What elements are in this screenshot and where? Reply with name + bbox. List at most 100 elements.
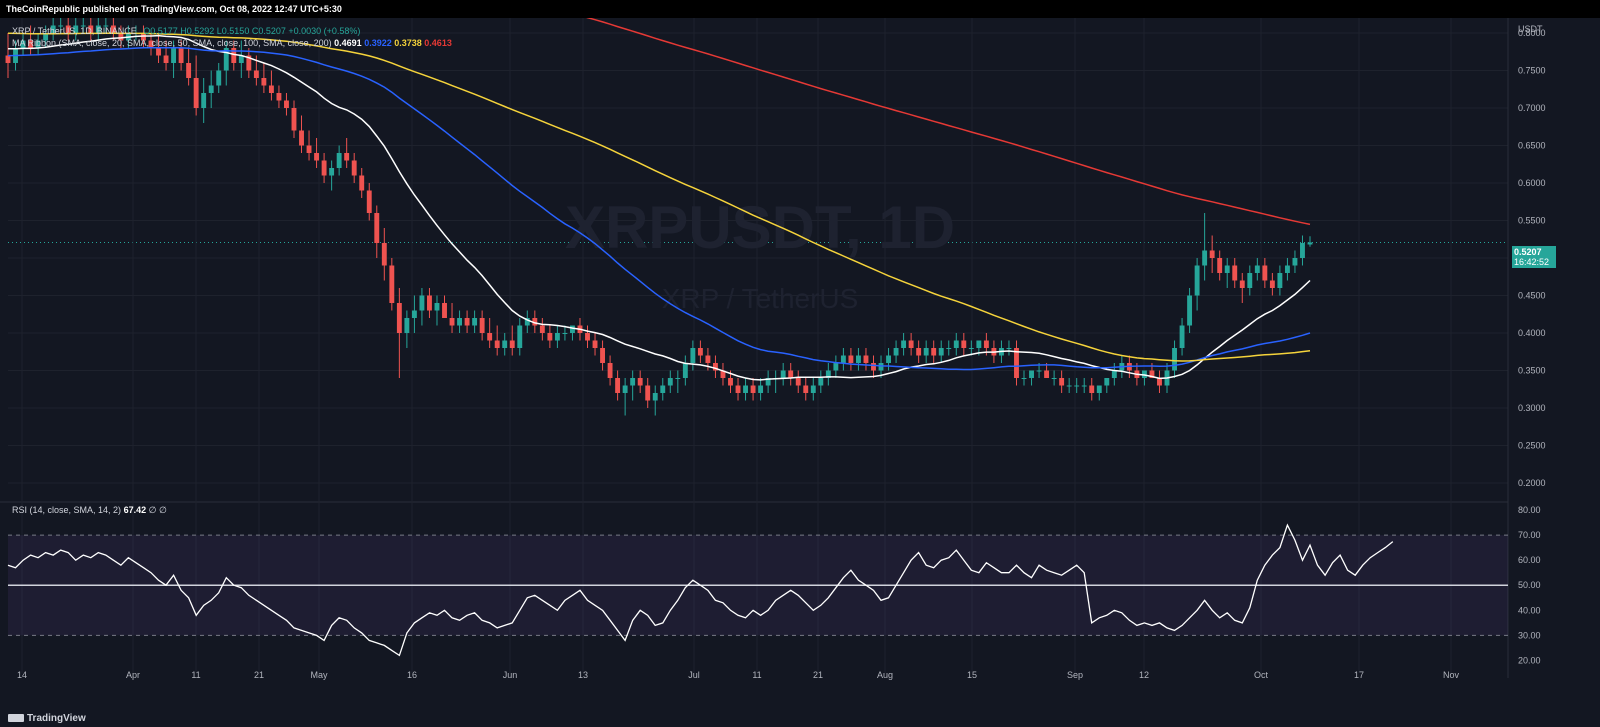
candle-body <box>299 130 304 146</box>
candle-body <box>419 295 425 311</box>
candle-body <box>35 40 41 48</box>
ma20-value: 0.4691 <box>334 38 362 48</box>
candle-body <box>103 25 109 27</box>
time-tick: 11 <box>752 670 761 680</box>
candle-body <box>1292 258 1298 266</box>
candle-body <box>50 25 56 33</box>
candle-body <box>110 25 116 33</box>
candle-body <box>600 348 606 363</box>
candle-body <box>1254 265 1260 273</box>
publisher-bar: TheCoinRepublic published on TradingView… <box>0 0 1600 18</box>
price-tick: 0.5500 <box>1518 216 1546 226</box>
ma100-value: 0.3738 <box>394 38 422 48</box>
rsi-flags: ∅ ∅ <box>148 505 167 515</box>
candle-body <box>1111 370 1117 378</box>
candle-body <box>1300 243 1305 258</box>
candle-body <box>931 348 937 356</box>
candle-body <box>193 78 199 108</box>
candle-body <box>524 318 530 326</box>
time-axis[interactable]: 14 Apr 11 21 May 16 Jun 13 Jul 11 21 Aug 15 Sep 12 Oct 1… <box>17 670 1460 680</box>
time-tick: 21 <box>254 670 264 680</box>
candle-body <box>961 340 967 348</box>
candle-body <box>502 340 508 348</box>
last-price-box: 0.5207 16:42:52 <box>1512 246 1556 268</box>
time-tick: Jun <box>503 670 518 680</box>
time-tick: 17 <box>1354 670 1364 680</box>
price-tick: 0.2500 <box>1518 441 1546 451</box>
time-tick: 11 <box>191 670 200 680</box>
candle-body <box>479 318 485 333</box>
candle-body <box>953 340 959 348</box>
candle-body <box>938 348 944 356</box>
candle-body <box>562 333 568 334</box>
candle-body <box>893 348 899 356</box>
tradingview-logo[interactable]: TradingView <box>8 713 86 724</box>
candle-body <box>366 190 372 213</box>
candle-body <box>1096 385 1102 393</box>
candle-body <box>750 385 756 393</box>
moving-averages <box>7 18 1311 381</box>
time-tick: Jul <box>688 670 700 680</box>
legend-rsi-text: RSI (14, close, SMA, 14, 2) <box>12 505 122 515</box>
candle-body <box>43 33 49 41</box>
watermark-name: XRP / TetherUS <box>662 283 859 314</box>
candle-body <box>547 333 553 341</box>
legend-ma-text: MA Ribbon (SMA, close, 20, SMA, close, 5… <box>12 38 332 48</box>
candle-body <box>675 378 681 379</box>
candle-body <box>532 318 538 326</box>
candle-body <box>253 70 259 78</box>
candle-body <box>871 363 876 371</box>
price-tick: 0.6000 <box>1518 178 1546 188</box>
candle-body <box>630 378 636 386</box>
time-tick: Oct <box>1254 670 1269 680</box>
candle-body <box>946 348 952 349</box>
candle-body <box>1172 348 1177 371</box>
candle-body <box>201 93 207 108</box>
candle-body <box>396 303 402 333</box>
candle-body <box>1014 348 1019 378</box>
candle-body <box>336 153 342 168</box>
candle-body <box>208 85 214 93</box>
candle-body <box>223 48 229 71</box>
candle-body <box>216 70 222 86</box>
legend-symbol-text: XRP / TetherUS, 1D, BINANCE <box>12 26 137 36</box>
candle-body <box>1066 385 1072 387</box>
candle-body <box>517 325 523 348</box>
publisher-text: TheCoinRepublic published on TradingView… <box>6 4 342 14</box>
candle-body <box>291 108 297 131</box>
ma50-value: 0.3922 <box>364 38 392 48</box>
time-tick: Apr <box>126 670 140 680</box>
candle-body <box>1217 258 1223 273</box>
candle-body <box>1074 385 1080 387</box>
candle-body <box>1209 250 1215 258</box>
candle-body <box>758 385 764 393</box>
candle-body <box>1194 265 1200 296</box>
candle-body <box>818 378 824 386</box>
candle-body <box>231 48 237 63</box>
candle-body <box>585 333 590 341</box>
candle-body <box>95 25 101 33</box>
rsi-tick: 60.00 <box>1518 555 1541 565</box>
rsi-axis: 80.00 70.00 60.00 50.00 40.00 30.00 20.00 <box>1518 505 1541 665</box>
ma20-line <box>8 34 1311 381</box>
candle-body <box>878 363 884 371</box>
price-tick: 0.3000 <box>1518 403 1546 413</box>
candle-body <box>284 100 289 108</box>
candle-body <box>1059 378 1065 386</box>
candle-body <box>186 63 192 78</box>
candle-body <box>592 340 598 348</box>
candle-body <box>276 93 282 101</box>
candle-body <box>570 325 575 333</box>
candle-body <box>442 303 447 318</box>
candle-body <box>472 318 478 326</box>
time-tick: 14 <box>17 670 27 680</box>
time-tick: 13 <box>578 670 588 680</box>
candle-body <box>351 160 357 176</box>
rsi-line <box>7 523 1394 657</box>
candle-body <box>855 355 861 363</box>
ma100-line <box>7 32 1311 362</box>
candle-body <box>923 348 929 356</box>
candle-body <box>825 370 831 378</box>
candle-body <box>735 385 741 393</box>
